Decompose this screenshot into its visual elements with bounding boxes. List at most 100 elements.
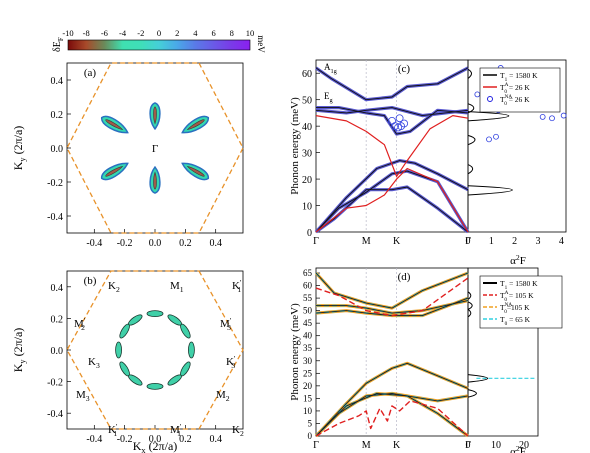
petal-lower-right [181, 162, 210, 181]
high-symmetry-label: K2 [108, 280, 120, 294]
colorbar-tick: 10 [246, 28, 255, 38]
dos-point [493, 133, 499, 140]
fermi-pocket [115, 341, 122, 359]
dos-peak [467, 301, 473, 310]
panel-a: -0.4 0.4 -0.2 0.2 0.0 0.0 0.2 -0.2 0.4 -0.4 [47, 62, 244, 249]
y-tick-label: 40 [303, 331, 313, 341]
y-tick-label: 30 [303, 356, 313, 366]
dos-tick-label: 0 [466, 236, 471, 247]
y-tick-label: 0.2 [51, 314, 64, 325]
legend-entry: TA 0 = 105 K [500, 290, 534, 303]
y-tick-label: 10 [302, 202, 312, 213]
dispersion-branch [315, 186, 469, 233]
colorbar-tick: -4 [119, 28, 127, 38]
dos-frame [467, 59, 567, 233]
dos-point [474, 91, 481, 98]
y-tick-label: 10 [303, 406, 313, 416]
x-tick-label: 0.0 [149, 238, 162, 249]
fermi-pocket-core [153, 171, 157, 190]
y-tick-label: 15 [303, 393, 313, 403]
legend-marker [487, 96, 493, 102]
brillouin-zone-boundary [66, 270, 244, 430]
dos-peak [467, 164, 474, 175]
dispersion-branch [315, 67, 469, 101]
high-symmetry-label: K' 3 [226, 354, 236, 370]
high-symmetry-label: M' 2 [74, 316, 86, 332]
colorbar-tick: -2 [137, 28, 144, 38]
dispersion-branch [315, 362, 469, 437]
colorbar [67, 39, 251, 51]
legend-box [479, 275, 563, 329]
fermi-pocket [167, 374, 182, 386]
y-tick-label: 0 [308, 431, 313, 441]
high-symmetry-label: M3 [76, 389, 90, 403]
dos-frame [467, 267, 539, 437]
x-tick-label: Γ [313, 236, 319, 247]
x-tick-label: -0.4 [86, 238, 102, 249]
x-tick-label: M [362, 440, 371, 451]
y-tick-label: 0 [307, 228, 312, 239]
x-axis-label-b: Kx (2π/a) [133, 439, 178, 453]
data-point [400, 119, 409, 128]
dos-peak [467, 308, 472, 318]
x-tick-label: K [393, 440, 401, 451]
y-tick-label: -0.4 [47, 212, 63, 223]
panel-label-a: (a) [84, 67, 97, 79]
dispersion-branch [315, 167, 469, 233]
y-tick-label: 50 [303, 306, 313, 316]
dos-peak [467, 134, 476, 146]
y-tick-label: 30 [302, 149, 312, 160]
y-tick-label: 35 [303, 343, 313, 353]
legend-entry: TNA 0=105 K [500, 302, 530, 315]
dispersion-branch [315, 66, 469, 102]
x-tick-label: 0.4 [209, 434, 222, 445]
dos-peak [467, 185, 513, 196]
dos-tick-label: 4 [559, 236, 564, 247]
plot-frame [66, 270, 244, 430]
dispersion-branch [315, 297, 469, 317]
y-tick-label: -0.4 [47, 409, 63, 420]
dispersion-branch [315, 107, 469, 117]
legend-entry: T1 = 1580 K [500, 279, 538, 291]
fermi-pocket-core [186, 119, 205, 131]
panel-label-b: (b) [84, 275, 97, 287]
y-tick-label: 60 [303, 281, 313, 291]
dos-tick-label: 1 [489, 236, 494, 247]
fermi-pocket-core [153, 106, 157, 125]
x-tick-label: K [393, 236, 401, 247]
dispersion-branch [315, 392, 469, 437]
y-tick-label: 0.4 [51, 76, 64, 87]
dos-peak [467, 103, 475, 114]
y-tick-label: 40 [302, 122, 312, 133]
dos-peak [467, 389, 477, 398]
legend-d [479, 275, 563, 329]
legend-entry: TA 0 = 26 K [500, 82, 530, 95]
dos-point [549, 115, 555, 122]
dispersion-branch [315, 170, 469, 233]
fermi-pocket-core [105, 119, 124, 131]
high-symmetry-label: M' 1 [170, 422, 182, 438]
y-tick-label: 20 [303, 381, 313, 391]
legend-c [479, 67, 561, 113]
high-symmetry-label: M2 [216, 389, 230, 403]
dos-tick-label: 0 [466, 440, 471, 451]
mode-label-a1g: A1g [324, 62, 338, 75]
y-axis-label-c: Phonon energy (meV) [289, 97, 301, 195]
gamma-point: Γ [152, 143, 158, 155]
colorbar-tick: -6 [101, 28, 108, 38]
y-tick-label: 5 [308, 418, 313, 428]
dos-peak [467, 374, 489, 383]
fermi-pocket-core [105, 165, 124, 177]
colorbar-tick: 2 [175, 28, 179, 38]
dispersion-branch [315, 272, 469, 309]
y-tick-label: 0.0 [51, 346, 64, 357]
y-tick-label: 65 [303, 268, 313, 278]
petal-upper-left [100, 115, 129, 134]
x-tick-label: Γ [465, 440, 471, 451]
y-axis-label-d: Phonon energy (meV) [289, 303, 301, 401]
fermi-pocket [146, 382, 164, 390]
fermi-pocket [188, 341, 195, 359]
colorbar-tick: 0 [157, 28, 161, 38]
